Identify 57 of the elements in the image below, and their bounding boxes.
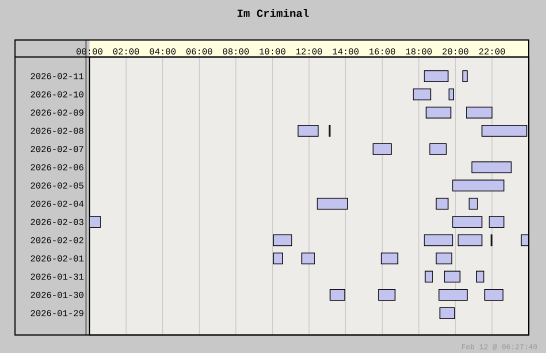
bar xyxy=(424,270,433,283)
bar xyxy=(452,216,482,228)
x-tick-label: 14:00 xyxy=(332,48,359,54)
bar xyxy=(436,198,449,210)
bar xyxy=(272,234,292,246)
chart-title: Im Criminal xyxy=(238,8,309,18)
y-tick-label: 2026-02-01 xyxy=(30,255,84,262)
bar xyxy=(429,143,447,155)
bar xyxy=(372,143,392,155)
bar xyxy=(272,252,283,264)
bar xyxy=(378,289,396,301)
y-tick-label: 2026-02-03 xyxy=(30,218,84,226)
y-tick-label: 2026-02-04 xyxy=(30,200,84,207)
y-tick-label: 2026-02-06 xyxy=(30,164,84,170)
bar xyxy=(484,289,504,301)
bar xyxy=(466,106,492,118)
y-tick-label: 2026-02-05 xyxy=(30,182,84,189)
bar xyxy=(438,289,468,301)
y-tick-label: 2026-02-07 xyxy=(30,146,84,152)
bar xyxy=(298,124,319,137)
y-tick-label: 2026-02-10 xyxy=(30,91,84,98)
y-tick-label: 2026-02-02 xyxy=(30,237,84,244)
x-tick-label: 06:00 xyxy=(186,48,212,54)
bar xyxy=(452,180,504,192)
y-tick-label: 2026-02-08 xyxy=(30,128,84,134)
y-tick-label: 2026-01-29 xyxy=(30,310,84,316)
bar xyxy=(436,252,452,264)
x-tick-label: 12:00 xyxy=(296,48,322,54)
x-tick-label: 04:00 xyxy=(150,48,176,54)
x-tick-label: 08:00 xyxy=(222,48,249,54)
y-tick-label: 2026-01-30 xyxy=(30,292,84,298)
x-tick-label: 22:00 xyxy=(479,48,505,54)
x-tick-label: 02:00 xyxy=(113,48,139,54)
bar xyxy=(476,270,484,283)
bar xyxy=(316,198,348,210)
y-tick-label: 2026-01-31 xyxy=(30,274,84,280)
bar xyxy=(412,88,432,100)
bar xyxy=(462,70,468,82)
x-tick-label: 20:00 xyxy=(442,48,468,54)
bar xyxy=(439,307,455,319)
x-tick-label: 10:00 xyxy=(260,48,286,54)
y-tick-label: 2026-02-09 xyxy=(30,110,84,116)
bar xyxy=(424,234,454,246)
bar xyxy=(458,234,482,246)
bar xyxy=(426,106,452,118)
x-tick-label: 18:00 xyxy=(406,48,432,54)
bar xyxy=(488,216,504,228)
bar xyxy=(330,289,346,301)
x-tick-label: 16:00 xyxy=(369,48,396,54)
bar xyxy=(424,70,449,82)
bar xyxy=(448,88,454,100)
bar xyxy=(444,270,460,283)
bar xyxy=(468,198,478,210)
y-tick-label: 2026-02-11 xyxy=(30,73,84,80)
bar xyxy=(380,252,398,264)
bar xyxy=(471,161,512,174)
bar xyxy=(301,252,315,264)
